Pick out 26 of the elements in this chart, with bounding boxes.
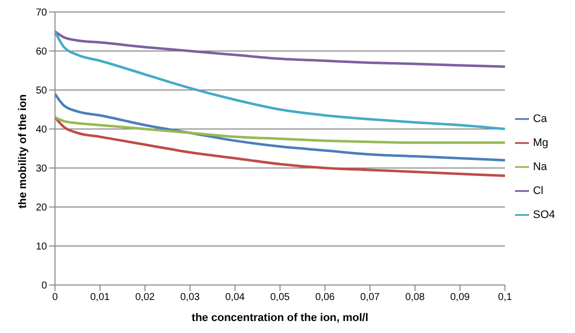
- legend-label: Na: [532, 160, 548, 172]
- y-axis-title: the mobility of the ion: [16, 94, 29, 208]
- y-tick-label: 30: [36, 164, 48, 175]
- x-tick-label: 0: [52, 292, 58, 304]
- legend-label: Ca: [532, 112, 548, 124]
- y-tick-label: 40: [36, 124, 48, 136]
- x-tick-label: 0,08: [405, 292, 426, 304]
- x-axis-title: the concentration of the ion, mol/l: [192, 312, 368, 324]
- x-tick-label: 0,05: [270, 292, 290, 304]
- x-tick-label: 0,09: [450, 292, 470, 304]
- x-tick-label: 0,1: [498, 292, 512, 304]
- x-tick-label: 0,02: [135, 292, 156, 304]
- x-tick-label: 0,06: [315, 292, 336, 304]
- x-tick-label: 0,04: [225, 292, 246, 304]
- y-tick-label: 50: [36, 86, 48, 97]
- legend-label: SO4: [532, 208, 555, 220]
- legend-label: Mg: [532, 136, 548, 148]
- x-tick-label: 0,07: [360, 292, 380, 304]
- x-tick-label: 0,01: [90, 292, 110, 304]
- legend-label: Cl: [532, 184, 544, 196]
- y-tick-label: 0: [41, 280, 48, 292]
- y-tick-label: 70: [36, 8, 48, 19]
- x-tick-label: 0,03: [180, 292, 200, 304]
- y-tick-label: 10: [36, 242, 48, 253]
- y-tick-label: 60: [36, 46, 48, 58]
- y-tick-label: 20: [36, 202, 48, 214]
